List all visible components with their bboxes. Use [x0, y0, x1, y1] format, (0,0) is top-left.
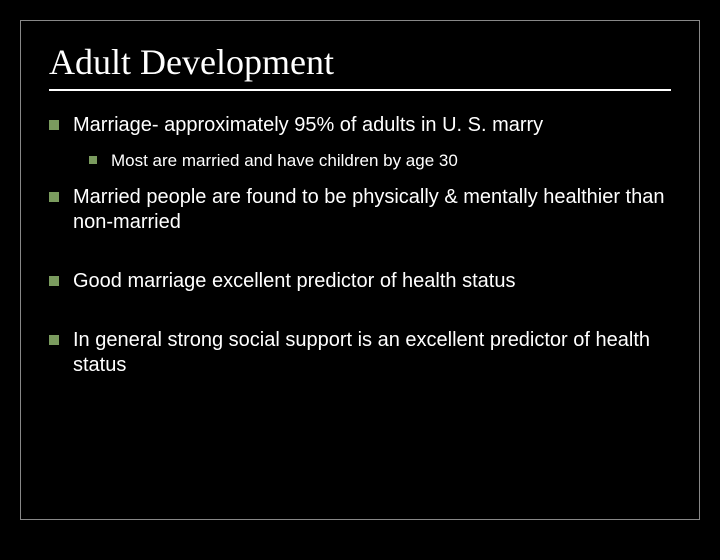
square-bullet-icon [49, 120, 59, 130]
bullet-text: Married people are found to be physicall… [73, 185, 671, 235]
list-item: In general strong social support is an e… [49, 328, 671, 378]
list-item: Most are married and have children by ag… [89, 150, 671, 171]
bullet-text: Good marriage excellent predictor of hea… [73, 269, 515, 294]
square-bullet-icon [49, 192, 59, 202]
bullet-text: Marriage- approximately 95% of adults in… [73, 113, 543, 138]
bullet-list: Marriage- approximately 95% of adults in… [49, 113, 671, 378]
square-bullet-icon [49, 276, 59, 286]
list-item: Married people are found to be physicall… [49, 185, 671, 235]
square-bullet-icon [89, 156, 97, 164]
square-bullet-icon [49, 335, 59, 345]
slide-title: Adult Development [49, 41, 671, 83]
slide-frame: Adult Development Marriage- approximatel… [20, 20, 700, 520]
sub-list: Most are married and have children by ag… [89, 150, 671, 171]
list-item: Good marriage excellent predictor of hea… [49, 269, 671, 294]
title-underline [49, 89, 671, 91]
sub-bullet-text: Most are married and have children by ag… [111, 150, 458, 171]
bullet-text: In general strong social support is an e… [73, 328, 671, 378]
list-item: Marriage- approximately 95% of adults in… [49, 113, 671, 138]
